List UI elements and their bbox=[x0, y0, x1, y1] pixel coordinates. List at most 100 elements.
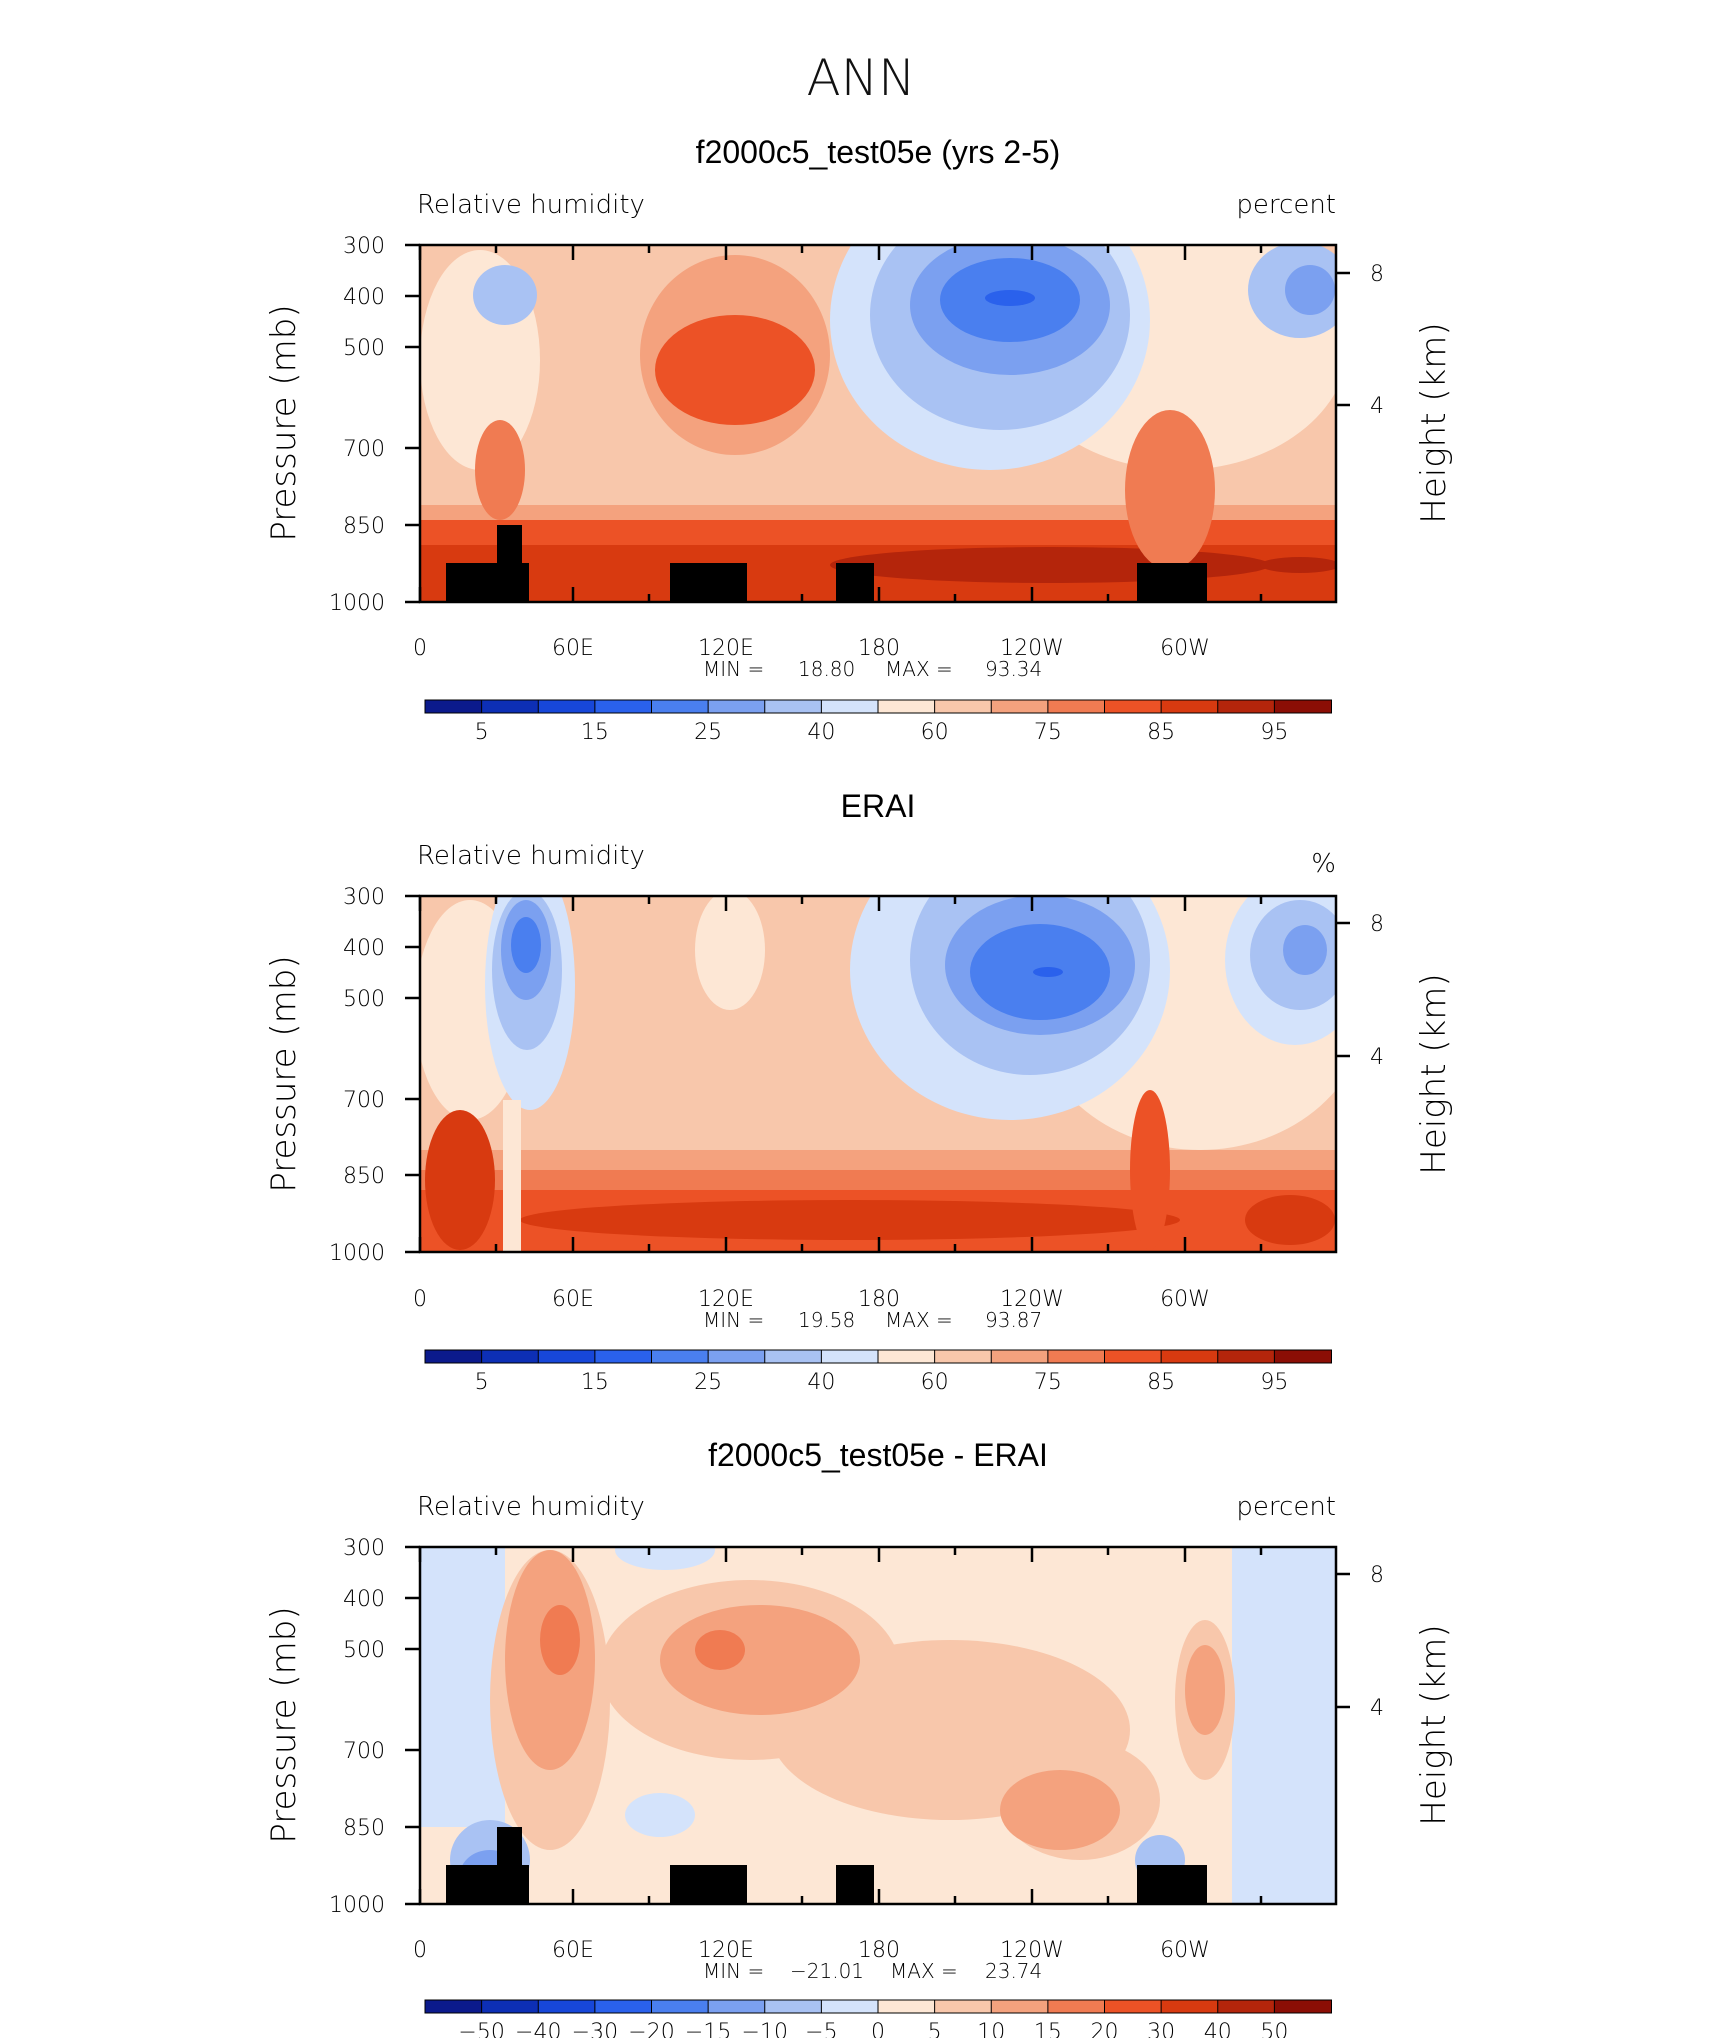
max-value: 23.74 bbox=[985, 1959, 1042, 1983]
contour-field bbox=[420, 1547, 1336, 1904]
y-right-tick-label: 4 bbox=[1370, 1696, 1384, 1721]
panel-model: f2000c5_test05e (yrs 2-5) bbox=[264, 134, 1454, 745]
colorbar: 5 15 25 40 60 75 85 95 bbox=[424, 699, 1332, 745]
colorbar-swatch bbox=[481, 1349, 540, 1364]
y-axis-label: Pressure (mb) bbox=[264, 955, 304, 1192]
colorbar-swatch bbox=[1047, 1999, 1106, 2014]
colorbar-label: 60 bbox=[921, 720, 949, 745]
contour-low-core bbox=[520, 1200, 1180, 1240]
colorbar-label: 75 bbox=[1034, 1370, 1062, 1395]
colorbar-label: 40 bbox=[807, 1370, 835, 1395]
panel-difference: f2000c5_test05e - ERAI bbox=[264, 1437, 1454, 2038]
colorbar-swatch bbox=[1217, 1999, 1276, 2014]
contour-field bbox=[420, 896, 1336, 1252]
x-ticks bbox=[418, 245, 1263, 602]
x-tick-label: 180 bbox=[858, 636, 900, 661]
y-axis-label: Pressure (mb) bbox=[264, 1606, 304, 1843]
y-tick-label: 400 bbox=[343, 1587, 385, 1612]
colorbar-swatch bbox=[1273, 699, 1332, 714]
y-axis-label-right: Height (km) bbox=[1414, 322, 1454, 523]
colorbar-swatch bbox=[820, 1349, 879, 1364]
colorbar-swatch bbox=[764, 1349, 823, 1364]
contour-south-2 bbox=[475, 420, 525, 520]
y-ticks bbox=[405, 894, 1350, 1254]
colorbar-label: −10 bbox=[742, 2020, 788, 2038]
min-label: MIN = bbox=[703, 1308, 764, 1332]
contour-pos-3-mid bbox=[695, 1630, 745, 1670]
colorbar-label: −40 bbox=[515, 2020, 561, 2038]
right-label: % bbox=[1311, 849, 1336, 879]
x-tick-label: 0 bbox=[413, 1938, 427, 1963]
colorbar-swatch bbox=[764, 1999, 823, 2014]
colorbar-swatch bbox=[1104, 1999, 1163, 2014]
colorbar-label: 30 bbox=[1147, 2020, 1175, 2038]
contour-blue-edge-3 bbox=[1283, 925, 1327, 975]
contour-blue-west-4 bbox=[511, 917, 541, 973]
colorbar-label: 95 bbox=[1260, 1370, 1288, 1395]
contour-south-west bbox=[425, 1110, 495, 1250]
colorbar-swatch bbox=[1273, 1349, 1332, 1364]
colorbar-swatch bbox=[1104, 1349, 1163, 1364]
y-tick-label: 850 bbox=[343, 514, 385, 539]
y-axis-label-right: Height (km) bbox=[1414, 1624, 1454, 1825]
y-ticks bbox=[405, 243, 1350, 604]
colorbar-label: 5 bbox=[475, 1370, 489, 1395]
min-value: 18.80 bbox=[798, 657, 855, 681]
contour-neg-mid bbox=[625, 1793, 695, 1837]
colorbar-swatch bbox=[990, 1999, 1049, 2014]
left-label: Relative humidity bbox=[417, 190, 645, 220]
x-tick-labels: 0 60E 120E 180 120W 60W bbox=[413, 1287, 1210, 1312]
x-tick-labels: 0 60E 120E 180 120W 60W bbox=[413, 1938, 1210, 1963]
colorbar: 5 15 25 40 60 75 85 95 bbox=[424, 1349, 1332, 1395]
colorbar-label: 20 bbox=[1091, 2020, 1119, 2038]
land-masks bbox=[446, 1827, 1207, 1904]
y-tick-labels: 300 400 500 700 850 1000 bbox=[329, 234, 385, 616]
y-tick-label: 400 bbox=[343, 936, 385, 961]
colorbar-swatch bbox=[1217, 699, 1276, 714]
panel-title: f2000c5_test05e (yrs 2-5) bbox=[696, 134, 1061, 170]
colorbar-label: 60 bbox=[921, 1370, 949, 1395]
x-tick-label: 120W bbox=[1000, 636, 1064, 661]
left-label: Relative humidity bbox=[417, 1492, 645, 1522]
colorbar-swatch bbox=[877, 1349, 936, 1364]
max-label: MAX = bbox=[890, 1959, 958, 1983]
colorbar-swatch bbox=[764, 699, 823, 714]
x-ticks bbox=[418, 1547, 1263, 1904]
contour-blue-edge-core bbox=[1285, 265, 1335, 315]
contour-pos-2-mid bbox=[660, 1605, 860, 1715]
x-tick-label: 60E bbox=[552, 1938, 594, 1963]
colorbar-label: 5 bbox=[928, 2020, 942, 2038]
y-right-tick-label: 4 bbox=[1370, 394, 1384, 419]
min-max-readout: MIN = −21.01 MAX = 23.74 bbox=[703, 1959, 1042, 1983]
colorbar-swatch bbox=[424, 1999, 483, 2014]
y-tick-labels: 300 400 500 700 850 1000 bbox=[329, 885, 385, 1266]
y-tick-label: 850 bbox=[343, 1164, 385, 1189]
min-label: MIN = bbox=[703, 657, 764, 681]
y-right-tick-labels: 8 4 bbox=[1370, 912, 1384, 1070]
min-value: 19.58 bbox=[798, 1308, 855, 1332]
colorbar-swatch bbox=[820, 1999, 879, 2014]
colorbar-swatch bbox=[651, 1999, 710, 2014]
x-tick-labels: 0 60E 120E 180 120W 60W bbox=[413, 636, 1210, 661]
colorbar-label: 15 bbox=[581, 1370, 609, 1395]
y-tick-label: 1000 bbox=[329, 1241, 385, 1266]
panel-reanalysis: ERAI bbox=[264, 788, 1454, 1395]
y-tick-labels: 300 400 500 700 850 1000 bbox=[329, 1536, 385, 1918]
x-tick-label: 120E bbox=[698, 1287, 754, 1312]
x-tick-label: 120W bbox=[1000, 1938, 1064, 1963]
x-tick-label: 60E bbox=[552, 1287, 594, 1312]
colorbar-label: 25 bbox=[694, 720, 722, 745]
colorbar-swatch bbox=[651, 699, 710, 714]
y-ticks bbox=[405, 1545, 1350, 1906]
colorbar-swatch bbox=[990, 699, 1049, 714]
panel-title: ERAI bbox=[841, 788, 916, 824]
colorbar-swatch bbox=[537, 699, 596, 714]
colorbar-label: −20 bbox=[628, 2020, 674, 2038]
colorbar: −50 −40 −30 −20 −15 −10 −5 0 5 10 15 20 30 40 50 bbox=[424, 1999, 1332, 2038]
left-label: Relative humidity bbox=[417, 841, 645, 871]
colorbar-label: 0 bbox=[871, 2020, 885, 2038]
x-tick-label: 60W bbox=[1160, 1938, 1210, 1963]
colorbar-swatch bbox=[1160, 699, 1219, 714]
colorbar-swatch bbox=[707, 1349, 766, 1364]
